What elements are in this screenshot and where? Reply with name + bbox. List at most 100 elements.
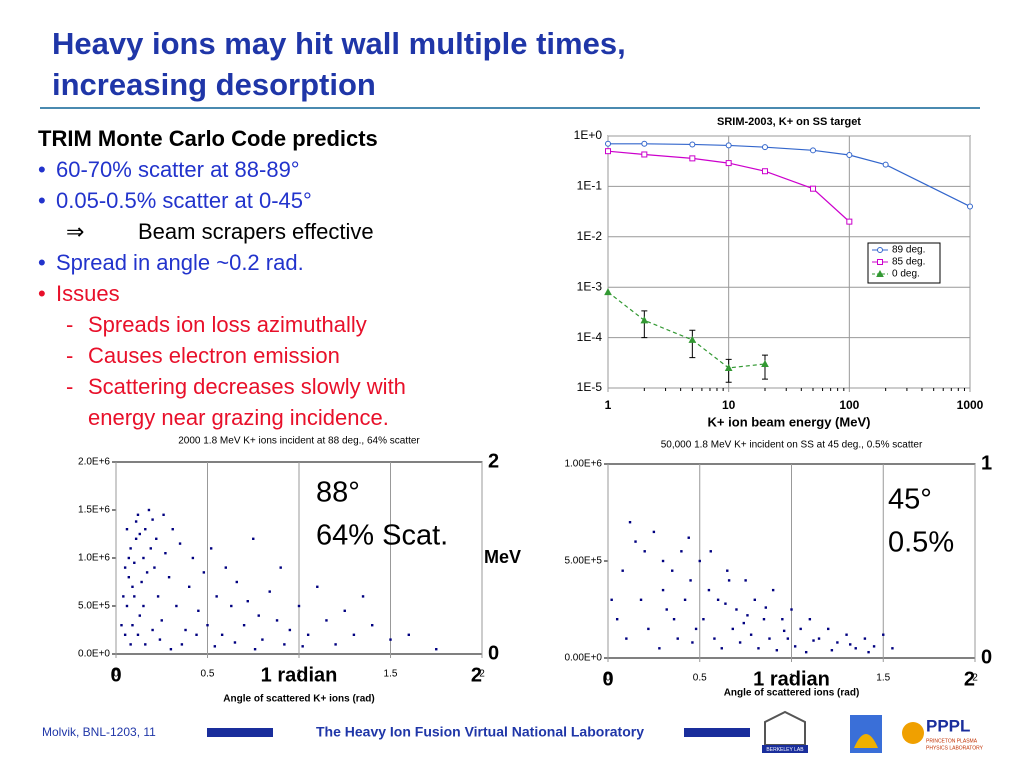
scatter-point — [891, 647, 894, 650]
scatter-point — [804, 650, 808, 654]
logo-shape — [762, 745, 808, 753]
x-tick-label: 1000 — [957, 398, 984, 412]
annotation: 0.5% — [888, 527, 954, 559]
bullet-text: Beam scrapers effective — [138, 219, 374, 244]
error-bar — [641, 310, 648, 339]
logo-berkeley: BERKELEY LAB — [762, 710, 808, 753]
scatter-point — [687, 536, 690, 539]
scatter-point — [306, 633, 310, 636]
scatter-point — [720, 647, 723, 650]
annotation: 64% Scat. — [316, 520, 448, 552]
x-tick-label: 1.5 — [384, 669, 398, 680]
slide-title: Heavy ions may hit wall multiple times, — [52, 26, 626, 61]
scatter-point — [134, 537, 138, 540]
scatter-point — [647, 627, 650, 631]
scatter-point — [764, 606, 768, 609]
x-axis-label: K+ ion beam energy (MeV) — [708, 414, 871, 429]
scatter-point — [275, 619, 279, 622]
scatter-point — [746, 614, 749, 617]
point-marker — [761, 168, 768, 175]
scatter-point — [316, 585, 319, 588]
point-marker — [724, 363, 733, 371]
scatter-point — [131, 585, 134, 588]
scatter-point — [142, 604, 145, 608]
footer-bar — [207, 728, 273, 737]
annotation: 45° — [888, 484, 932, 516]
scatter-point — [671, 569, 674, 572]
point-marker — [688, 335, 697, 343]
scatter-point — [191, 556, 195, 560]
point-marker — [689, 141, 696, 148]
scatter-point — [149, 547, 152, 550]
bullet-marker: ⇒ — [66, 219, 84, 244]
scatter-point — [334, 643, 337, 646]
scatter-point — [643, 550, 646, 553]
scatter-point — [140, 580, 143, 584]
scatter-point — [799, 627, 802, 631]
legend-label: 85 deg. — [892, 257, 925, 268]
scatter-point — [762, 618, 766, 621]
charts: SRIM-2003, K+ on SS target K+ ion beam en… — [78, 116, 992, 705]
x-tick-label: 0.5 — [201, 669, 215, 680]
scatter-point — [882, 633, 885, 636]
scatter-point — [371, 624, 374, 627]
scatter-point — [136, 513, 140, 516]
logo-pppl: PPPL PRINCETON PLASMA PHYSICS LABORATORY — [902, 716, 984, 751]
scatter-point — [301, 645, 304, 648]
chart: 2000 1.8 MeV K+ ions incident at 88 deg.… — [78, 436, 521, 705]
scatter-point — [768, 637, 771, 640]
point-marker — [846, 218, 853, 225]
scatter-point — [127, 556, 131, 560]
y-tick-label: 1E-3 — [577, 279, 603, 293]
x2-tick-label: 1 radian — [261, 664, 338, 686]
scatter-point — [169, 648, 173, 651]
scatter-point — [246, 600, 249, 603]
scatter-point — [153, 566, 156, 569]
scatter-point — [125, 528, 129, 531]
point-marker — [877, 247, 883, 253]
bullet-marker: - — [66, 343, 73, 368]
scatter-point — [151, 518, 154, 521]
point-marker — [640, 316, 649, 324]
error-bar — [689, 329, 696, 359]
y2-tick-label: 0 — [981, 646, 992, 668]
scatter-point — [252, 537, 255, 540]
scatter-point — [817, 637, 821, 640]
chart: SRIM-2003, K+ on SS target K+ ion beam en… — [574, 116, 984, 430]
scatter-point — [162, 513, 165, 516]
scatter-point — [279, 566, 282, 569]
scatter-point — [122, 595, 125, 598]
scatter-point — [120, 624, 123, 627]
point-marker — [725, 160, 732, 167]
scatter-point — [786, 637, 790, 640]
scatter-point — [691, 641, 694, 644]
scatter-point — [625, 637, 628, 640]
point-marker — [876, 269, 884, 277]
bullet-marker: - — [66, 374, 73, 399]
bullets: • 60-70% scatter at 88-89° • 0.05-0.5% scat… — [38, 157, 406, 430]
scatter-point — [812, 639, 815, 642]
series-line — [607, 291, 766, 369]
error-bar — [761, 354, 768, 380]
scatter-point — [206, 624, 209, 627]
scatter-point — [144, 528, 147, 531]
scatter-point — [180, 643, 184, 646]
y-tick-label: 2.0E+6 — [78, 457, 110, 468]
x-tick-label: 0.5 — [693, 673, 707, 684]
scatter-point — [215, 595, 218, 598]
bullet-marker: • — [38, 250, 46, 275]
point-marker — [810, 147, 817, 154]
x-axis-label: Angle of scattered K+ ions (rad) — [223, 694, 374, 705]
scatter-point — [689, 579, 692, 582]
scatter-point — [325, 619, 328, 622]
scatter-point — [213, 645, 217, 648]
bullet-text: 60-70% scatter at 88-89° — [56, 157, 300, 182]
scatter-point — [297, 604, 301, 608]
scatter-point — [156, 595, 160, 598]
bullet-text: 0.05-0.5% scatter at 0-45° — [56, 188, 312, 213]
scatter-point — [144, 643, 147, 646]
scatter-point — [123, 633, 127, 636]
scatter-point — [133, 561, 136, 564]
point-marker — [641, 151, 648, 158]
point-marker — [846, 151, 853, 158]
